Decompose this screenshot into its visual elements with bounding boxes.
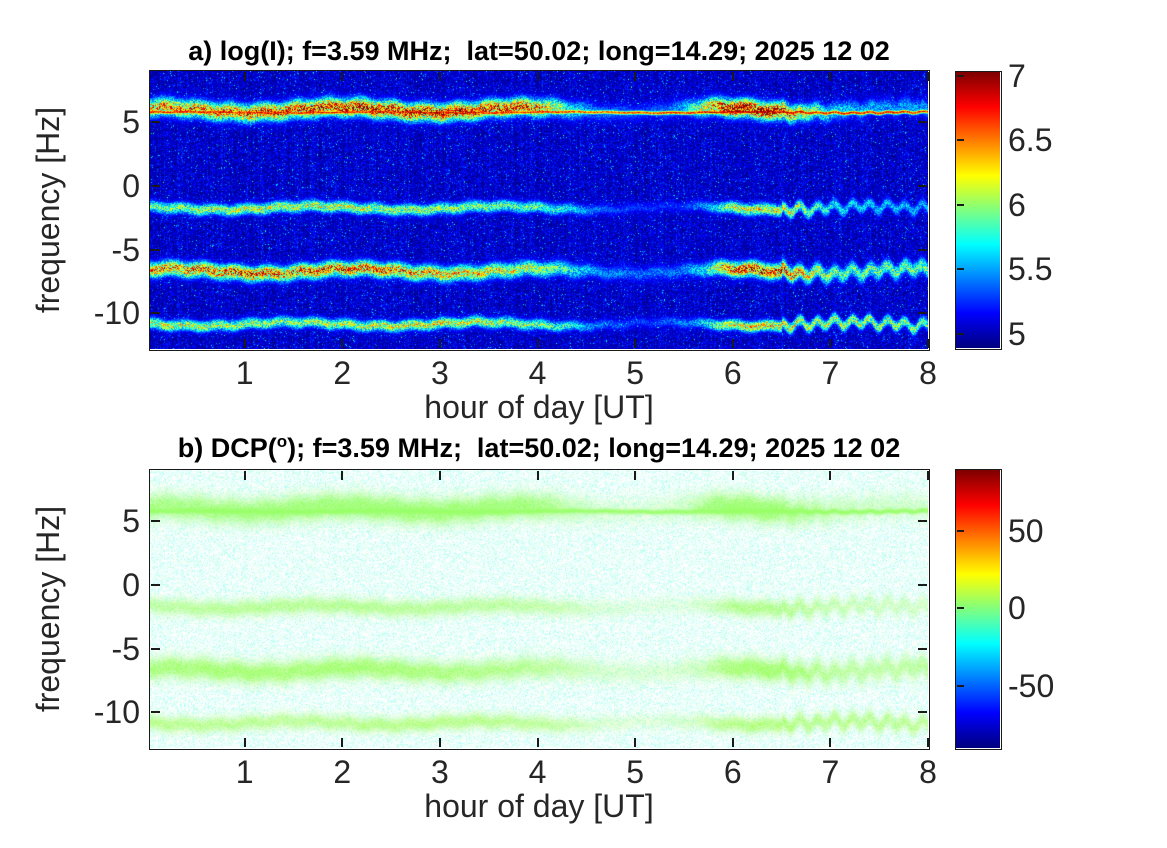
x-tick-label: 5 xyxy=(626,754,645,790)
colorbar-tick-label: 6.5 xyxy=(1008,122,1053,159)
x-tick-mark xyxy=(536,339,539,348)
y-tick-mark xyxy=(918,583,927,586)
colorbar-tick-mark xyxy=(957,607,964,610)
y-tick-mark xyxy=(151,184,160,187)
colorbar-tick-mark xyxy=(957,332,964,335)
panel-a-x-axis-label: hour of day [UT] xyxy=(424,389,654,425)
y-tick-mark xyxy=(151,583,160,586)
x-tick-mark xyxy=(341,72,344,81)
x-tick-mark xyxy=(536,72,539,81)
x-tick-mark xyxy=(634,471,637,480)
colorbar-a-gradient xyxy=(956,72,1000,348)
panel-b-title-post: ); f=3.59 MHz; lat=50.02; long=14.29; 20… xyxy=(287,433,901,463)
x-tick-mark xyxy=(731,738,734,747)
x-tick-mark xyxy=(634,72,637,81)
colorbar-tick-label: 5.5 xyxy=(1008,251,1053,288)
x-tick-mark xyxy=(829,339,832,348)
x-tick-mark xyxy=(536,738,539,747)
colorbar-tick-mark xyxy=(957,203,964,206)
panel-b-title-pre: b) DCP( xyxy=(177,433,277,463)
colorbar-tick-mark xyxy=(957,530,964,533)
y-tick-label: 0 xyxy=(122,167,140,204)
y-tick-mark xyxy=(918,121,927,123)
x-tick-mark xyxy=(438,738,441,747)
x-tick-label: 8 xyxy=(919,355,937,391)
x-tick-label: 4 xyxy=(528,355,547,391)
x-tick-mark xyxy=(341,471,344,480)
y-tick-mark xyxy=(918,312,927,315)
x-tick-mark xyxy=(438,72,441,81)
y-tick-mark xyxy=(918,184,927,187)
colorbar-tick-label: 50 xyxy=(1008,513,1044,550)
colorbar-tick-label: -50 xyxy=(1008,667,1055,704)
x-tick-label: 7 xyxy=(821,754,840,790)
x-tick-mark xyxy=(829,471,832,480)
y-tick-mark xyxy=(918,647,927,650)
y-tick-mark xyxy=(918,520,927,522)
x-tick-mark xyxy=(536,471,539,480)
x-tick-mark xyxy=(927,738,929,747)
colorbar-tick-mark xyxy=(957,268,964,271)
y-tick-mark xyxy=(151,312,160,315)
x-tick-mark xyxy=(341,339,344,348)
x-tick-label: 8 xyxy=(919,754,937,790)
x-tick-mark xyxy=(243,738,246,747)
colorbar-tick-mark xyxy=(957,684,964,687)
panel-a-title: a) log(I); f=3.59 MHz; lat=50.02; long=1… xyxy=(188,36,890,66)
x-tick-label: 6 xyxy=(723,355,742,391)
x-tick-mark xyxy=(731,471,734,480)
x-tick-mark xyxy=(634,738,637,747)
panel-b-x-axis-label: hour of day [UT] xyxy=(424,788,654,824)
x-tick-label: 2 xyxy=(333,754,352,790)
x-tick-label: 5 xyxy=(626,355,645,391)
y-tick-label: -10 xyxy=(93,694,140,731)
x-tick-mark xyxy=(438,339,441,348)
x-tick-mark xyxy=(438,471,441,480)
x-tick-mark xyxy=(927,339,929,348)
panel-b-title: b) DCP(o); f=3.59 MHz; lat=50.02; long=1… xyxy=(150,432,928,464)
x-tick-mark xyxy=(927,72,929,81)
spectrogram-a-heatmap xyxy=(150,71,928,349)
y-tick-label: 0 xyxy=(122,566,140,603)
colorbar-tick-label: 0 xyxy=(1008,590,1026,627)
x-tick-label: 6 xyxy=(723,754,742,790)
y-tick-mark xyxy=(151,520,160,522)
y-tick-mark xyxy=(151,711,160,714)
y-tick-label: -5 xyxy=(111,630,140,667)
x-tick-mark xyxy=(243,471,246,480)
colorbar-tick-mark xyxy=(957,74,964,77)
x-tick-mark xyxy=(829,738,832,747)
y-tick-mark xyxy=(918,248,927,251)
x-tick-label: 4 xyxy=(528,754,547,790)
x-tick-mark xyxy=(341,738,344,747)
y-tick-mark xyxy=(151,647,160,650)
colorbar-tick-mark xyxy=(957,139,964,142)
spectrogram-b-heatmap xyxy=(150,470,928,748)
x-tick-mark xyxy=(731,72,734,81)
x-tick-mark xyxy=(243,72,246,81)
x-tick-mark xyxy=(829,72,832,81)
x-tick-mark xyxy=(243,339,246,348)
x-tick-label: 3 xyxy=(431,355,449,391)
y-tick-label: 5 xyxy=(122,104,140,140)
y-tick-label: -5 xyxy=(111,231,140,268)
x-tick-label: 3 xyxy=(431,754,449,790)
x-tick-mark xyxy=(927,471,929,480)
x-tick-mark xyxy=(731,339,734,348)
colorbar-tick-label: 7 xyxy=(1008,57,1026,94)
x-tick-label: 1 xyxy=(235,355,254,391)
y-tick-mark xyxy=(918,711,927,714)
y-tick-mark xyxy=(151,121,160,123)
y-tick-label: 5 xyxy=(122,503,140,539)
y-tick-mark xyxy=(151,248,160,251)
x-tick-label: 1 xyxy=(235,754,254,790)
colorbar-tick-label: 6 xyxy=(1008,186,1026,223)
degree-superscript: o xyxy=(276,432,288,451)
x-tick-mark xyxy=(634,339,637,348)
x-tick-label: 7 xyxy=(821,355,840,391)
colorbar-tick-label: 5 xyxy=(1008,315,1026,352)
x-tick-label: 2 xyxy=(333,355,352,391)
y-tick-label: -10 xyxy=(93,295,140,332)
